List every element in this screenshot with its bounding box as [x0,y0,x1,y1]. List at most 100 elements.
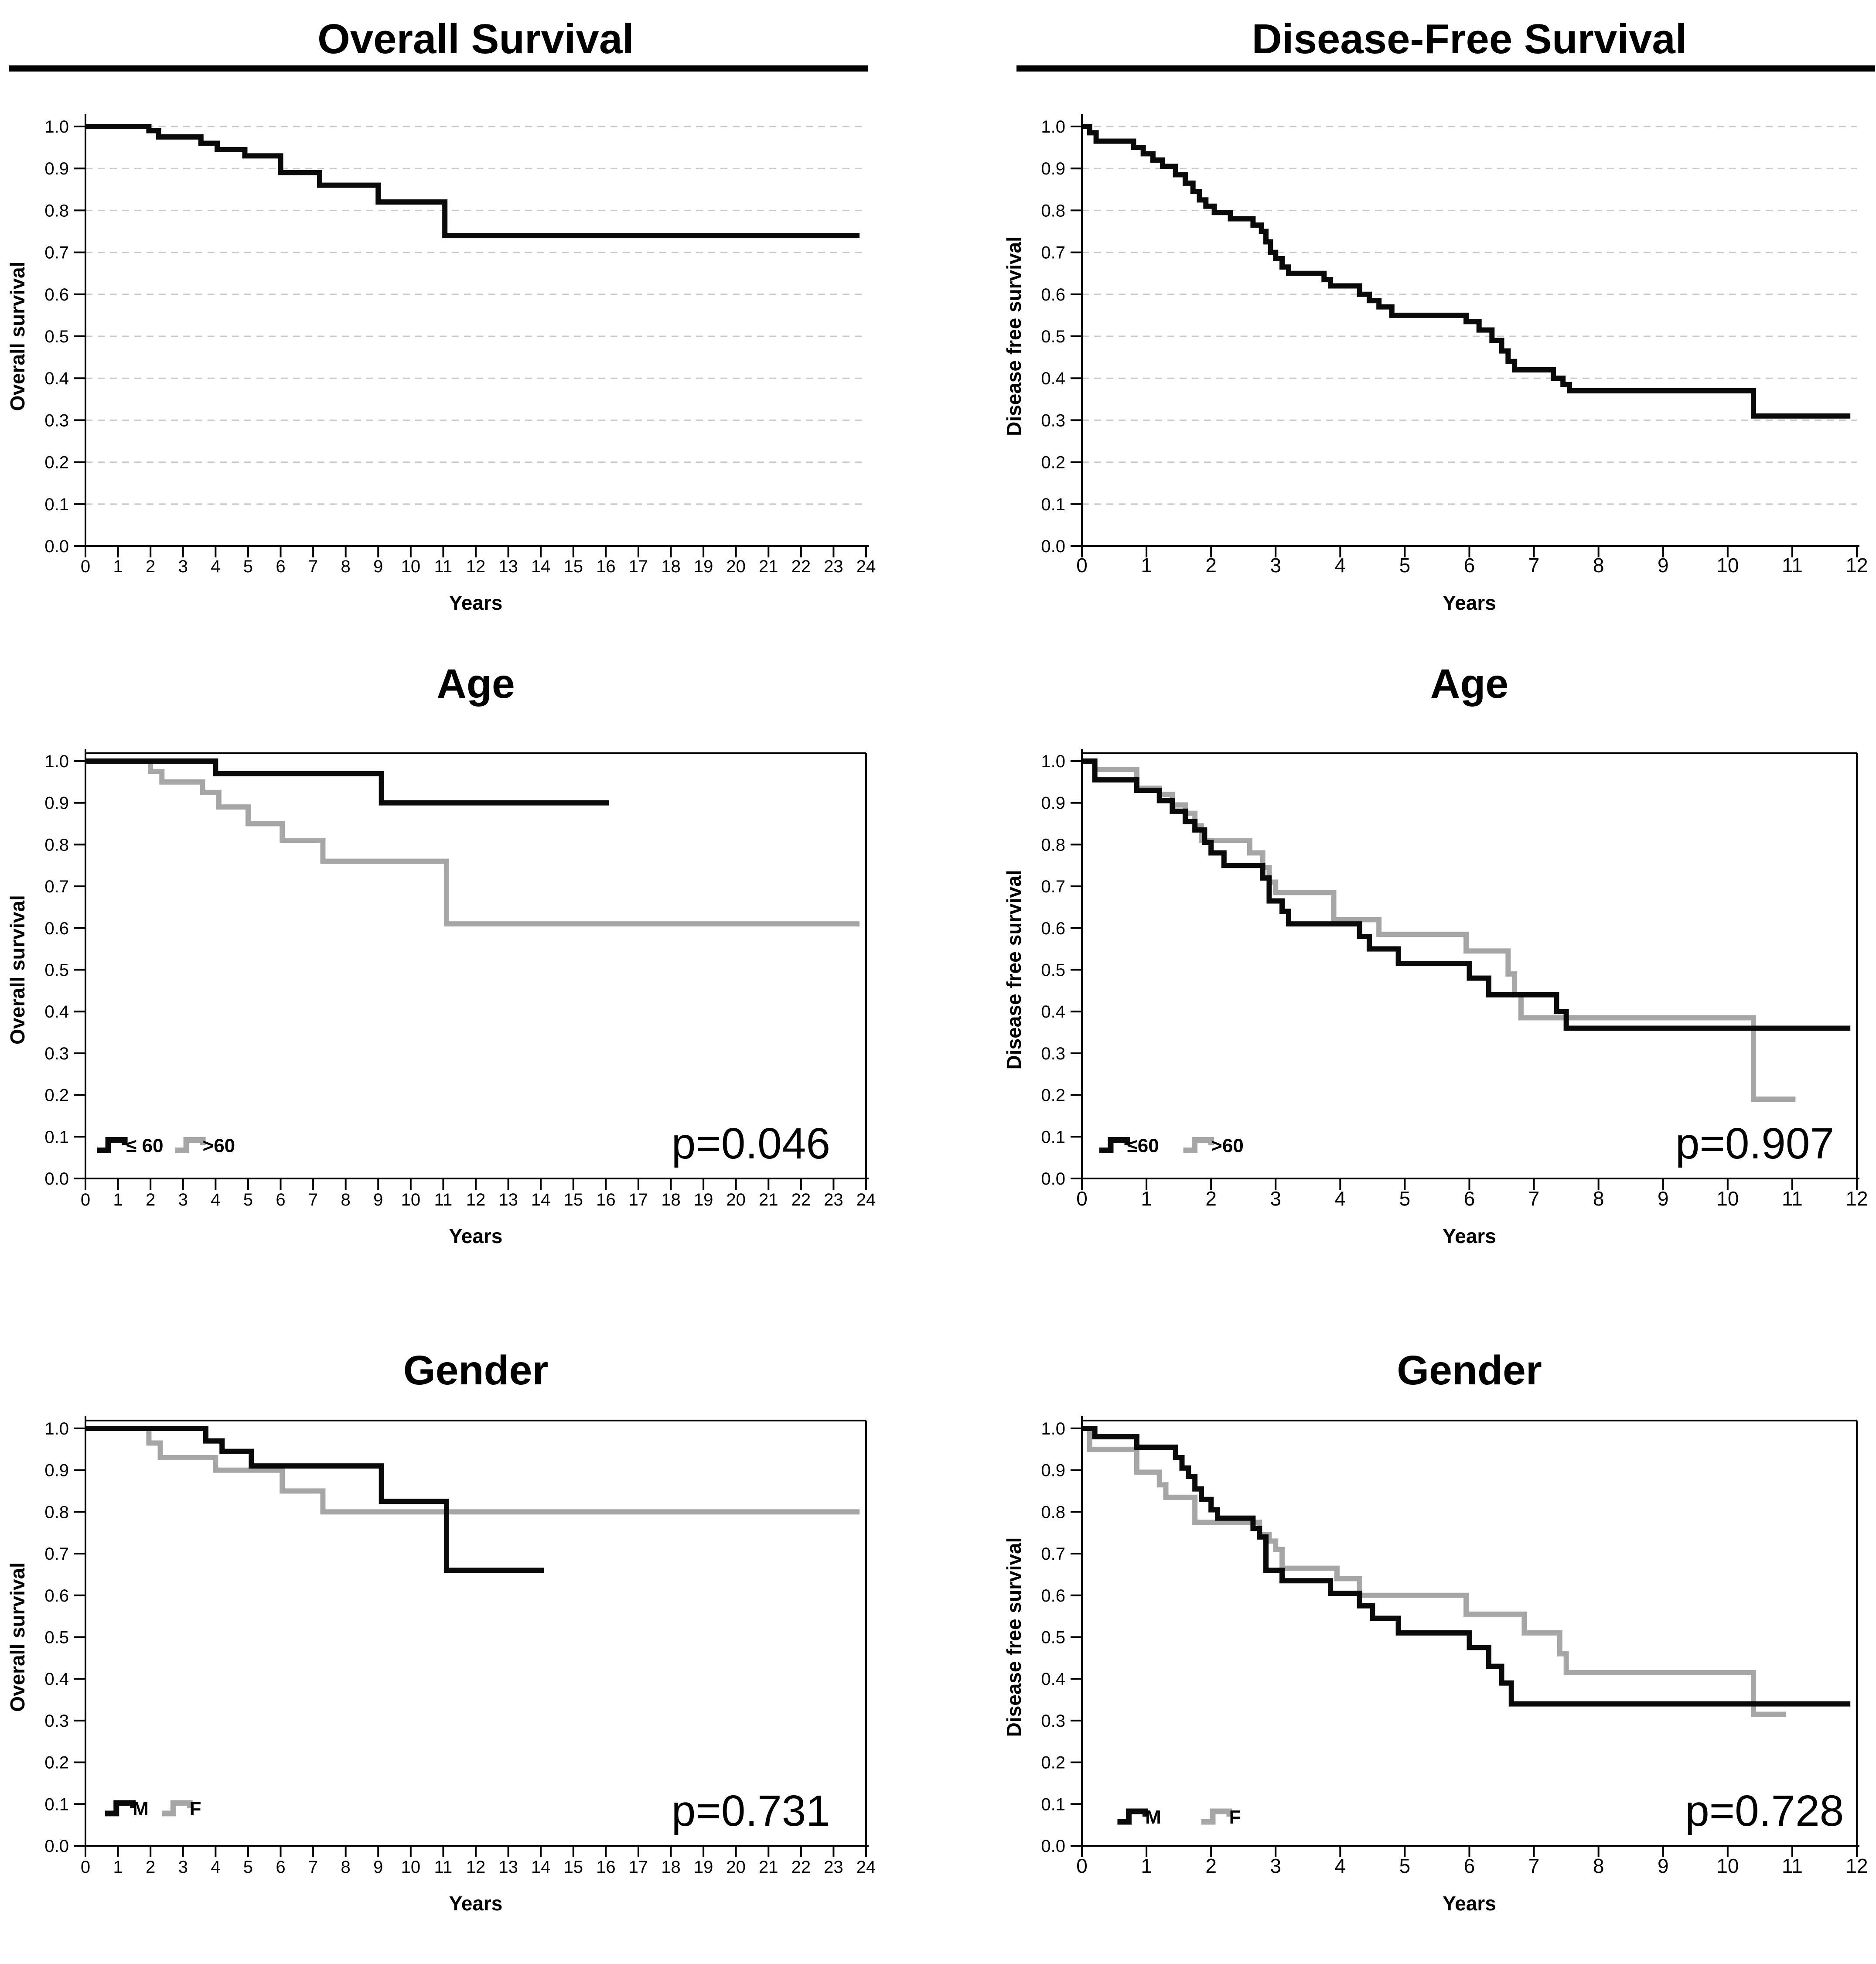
panel-gender-overall-survival: Gender 0.0 0.1 0.2 0.3 0.4 0.5 0.6 0.7 0.8 0.9 1.0 0… [0,1291,938,1964]
y-tick-label: 0.6 [1041,285,1065,304]
x-axis-label: Years [449,591,503,614]
x-tick-label: 22 [791,1190,811,1209]
y-tick-label: 0.8 [1041,835,1065,854]
chart-title: Age [1430,661,1508,707]
x-tick-label: 3 [178,1190,188,1209]
x-tick-label: 24 [856,557,876,576]
x-tick-label: 22 [791,557,811,576]
x-tick-label: 2 [146,557,155,576]
y-tick-label: 0.0 [44,1169,69,1189]
y-axis-label: Disease free survival [1003,870,1025,1070]
y-tick-label: 0.8 [44,1503,69,1522]
legend-step-icon [162,1800,193,1817]
legend-label: M [1145,1807,1161,1828]
y-tick-label: 0.0 [44,1837,69,1856]
all-patients-curve [1082,124,1851,419]
over-60-curve [85,758,860,927]
x-tick-label: 20 [726,557,746,576]
title-rule [9,65,868,72]
male-curve [1082,1426,1851,1707]
x-tick-label: 0 [81,1190,90,1209]
panel-age-disease-free-survival: Age 0.0 0.1 0.2 0.3 0.4 0.5 0.6 0.7 0.8 0.9 1.0 0 1 2 3… [938,637,1876,1291]
x-tick-label: 24 [856,1858,876,1877]
y-tick-label: 0.0 [1041,1837,1065,1856]
x-tick-label: 15 [564,557,583,576]
y-tick-label: 0.2 [44,1086,69,1105]
x-tick-label: 6 [276,557,285,576]
x-tick-label: 1 [1141,554,1152,577]
chart-title: Overall Survival [317,16,634,62]
x-tick-label: 0 [1076,554,1088,577]
x-tick-label: 12 [466,557,486,576]
y-tick-label: 0.4 [44,1002,69,1021]
panel-age-overall-survival: Age 0.0 0.1 0.2 0.3 0.4 0.5 0.6 0.7 0.8 0.9 1.0 0 1 2 3… [0,637,938,1291]
x-tick-label: 11 [1782,1187,1803,1210]
y-axis-label: Overall survival [6,1562,29,1712]
legend-step-icon [1201,1808,1232,1825]
y-tick-label: 0.1 [44,495,69,514]
x-tick-label: 15 [564,1858,583,1877]
x-tick-label: 8 [341,1190,351,1209]
y-tick-label: 0.2 [44,453,69,472]
p-value-text: p=0.907 [1675,1119,1834,1168]
x-tick-label: 21 [759,1190,778,1209]
gender-overall-survival-chart: Gender 0.0 0.1 0.2 0.3 0.4 0.5 0.6 0.7 0.8 0.9 1.0 0… [6,1347,876,1915]
overall-survival-chart: Overall Survival 0.0 0.1 0.2 0.3 0.4 0.5 0.6 0.7… [6,16,876,614]
x-tick-label: 4 [211,1858,220,1877]
female-curve [85,1426,860,1515]
y-tick-label: 0.2 [1041,1086,1065,1105]
x-tick-label: 21 [759,557,778,576]
x-tick-label: 3 [1270,1855,1281,1877]
y-tick-label: 0.9 [44,794,69,813]
chart-title: Gender [1397,1347,1542,1394]
y-tick-label: 0.4 [1041,1002,1065,1021]
x-tick-label: 9 [373,1190,383,1209]
y-tick-label: 0.0 [44,537,69,556]
y-tick-label: 0.1 [44,1795,69,1814]
x-tick-label: 8 [1593,1187,1604,1210]
y-tick-label: 0.7 [44,877,69,896]
x-tick-label: 9 [1658,1855,1669,1877]
y-tick-label: 0.9 [1041,1461,1065,1480]
legend-label: M [133,1798,149,1820]
x-tick-label: 9 [373,557,383,576]
y-tick-label: 0.5 [44,327,69,346]
y-tick-label: 0.5 [1041,961,1065,980]
x-tick-label: 1 [1141,1855,1152,1877]
x-tick-label: 2 [1205,1187,1217,1210]
y-tick-label: 0.1 [44,1127,69,1147]
y-tick-label: 0.3 [1041,1044,1065,1063]
x-tick-label: 11 [434,557,453,576]
x-tick-label: 2 [1205,1855,1217,1877]
y-tick-label: 0.0 [1041,1169,1065,1189]
x-tick-label: 6 [1464,1855,1475,1877]
panel-overall-survival: Overall Survival 0.0 0.1 0.2 0.3 0.4 0.5 0.6 0.7… [0,0,938,637]
x-tick-label: 12 [1845,1187,1868,1210]
y-tick-label: 0.3 [44,1044,69,1063]
panel-disease-free-survival: Disease-Free Survival 0.0 0.1 0.2 0.3 0.4 0.5 0… [938,0,1876,637]
y-tick-label: 0.6 [1041,919,1065,938]
y-axis-label: Overall survival [6,262,29,411]
y-tick-label: 0.1 [1041,1795,1065,1814]
x-tick-label: 3 [1270,554,1281,577]
x-tick-label: 7 [1528,1187,1540,1210]
x-tick-label: 5 [1399,1855,1411,1877]
x-tick-label: 2 [146,1858,155,1877]
under-or-equal-60-curve [1082,758,1851,1031]
y-tick-label: 1.0 [44,117,69,137]
x-tick-label: 9 [373,1858,383,1877]
x-axis-label: Years [1443,591,1496,614]
x-tick-label: 16 [596,557,616,576]
x-tick-label: 4 [1335,1855,1346,1877]
x-tick-label: 5 [1399,554,1411,577]
x-tick-label: 13 [498,557,518,576]
legend-label: F [190,1798,201,1820]
x-tick-label: 10 [401,1190,421,1209]
x-tick-label: 0 [81,557,90,576]
x-tick-label: 8 [341,1858,351,1877]
under-or-equal-60-curve [85,758,609,806]
x-tick-label: 23 [824,1858,843,1877]
x-tick-label: 20 [726,1858,746,1877]
